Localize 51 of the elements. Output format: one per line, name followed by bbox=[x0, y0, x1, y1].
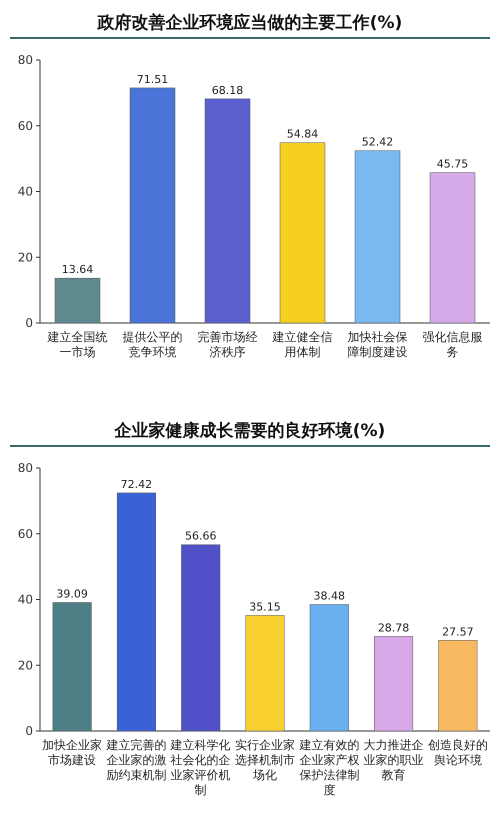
data-label: 72.42 bbox=[120, 478, 152, 491]
chart-title: 企业家健康成长需要的良好环境(%) bbox=[114, 421, 386, 441]
x-tick-label: 加快社会保障制度建设 bbox=[348, 330, 408, 359]
bar bbox=[354, 150, 400, 324]
x-tick-label: 创造良好的舆论环境 bbox=[428, 738, 488, 767]
x-tick-label: 完善市场经济秩序 bbox=[198, 330, 258, 359]
bar bbox=[52, 602, 92, 732]
bar bbox=[116, 492, 156, 732]
data-label: 68.18 bbox=[212, 84, 244, 97]
x-tick-label: 建立完善的企业家的激励约束机制 bbox=[105, 738, 166, 782]
y-tick-label: 40 bbox=[18, 184, 33, 198]
bar bbox=[181, 544, 220, 732]
data-label: 39.09 bbox=[56, 587, 88, 600]
bar bbox=[438, 640, 478, 732]
bar bbox=[54, 278, 100, 324]
data-label: 71.51 bbox=[136, 72, 168, 86]
data-label: 38.48 bbox=[314, 589, 346, 602]
y-tick-label: 80 bbox=[18, 53, 33, 67]
data-label: 27.57 bbox=[442, 625, 474, 638]
y-tick-label: 40 bbox=[18, 592, 33, 606]
bar bbox=[245, 615, 285, 732]
x-tick-label: 加快企业家市场建设 bbox=[42, 738, 102, 767]
bar bbox=[430, 172, 476, 324]
chart-title: 政府改善企业环境应当做的主要工作(%) bbox=[96, 12, 402, 33]
data-label: 28.78 bbox=[378, 621, 410, 634]
data-label: 13.64 bbox=[62, 263, 94, 276]
x-tick-label: 强化信息服务 bbox=[422, 330, 482, 359]
data-label: 54.84 bbox=[286, 128, 318, 141]
data-label: 56.66 bbox=[184, 530, 216, 543]
y-tick-label: 20 bbox=[18, 658, 33, 672]
x-tick-label: 建立全国统一市场 bbox=[46, 330, 108, 359]
x-tick-label: 建立科学化社会化的企业家评价机制 bbox=[170, 738, 231, 797]
y-tick-label: 0 bbox=[25, 724, 33, 738]
x-tick-label: 建立有效的企业家产权保护法律制度 bbox=[298, 738, 360, 797]
bar bbox=[130, 88, 176, 324]
data-label: 35.15 bbox=[249, 600, 281, 614]
y-tick-label: 0 bbox=[25, 316, 33, 330]
x-tick-label: 实行企业家选择机制市场化 bbox=[235, 738, 295, 782]
data-label: 45.75 bbox=[436, 158, 468, 171]
bar bbox=[204, 98, 250, 324]
x-tick-label: 大力推进企业家的职业教育 bbox=[364, 738, 424, 782]
data-label: 52.42 bbox=[362, 136, 394, 149]
y-tick-label: 60 bbox=[18, 118, 33, 133]
bar bbox=[280, 142, 326, 324]
x-tick-label: 提供公平的竞争环境 bbox=[122, 330, 182, 359]
x-tick-label: 建立健全信用体制 bbox=[272, 330, 332, 359]
y-tick-label: 20 bbox=[18, 250, 33, 264]
bar bbox=[374, 636, 414, 732]
y-tick-label: 80 bbox=[18, 461, 33, 475]
y-tick-label: 60 bbox=[18, 526, 33, 541]
bar bbox=[310, 604, 349, 732]
